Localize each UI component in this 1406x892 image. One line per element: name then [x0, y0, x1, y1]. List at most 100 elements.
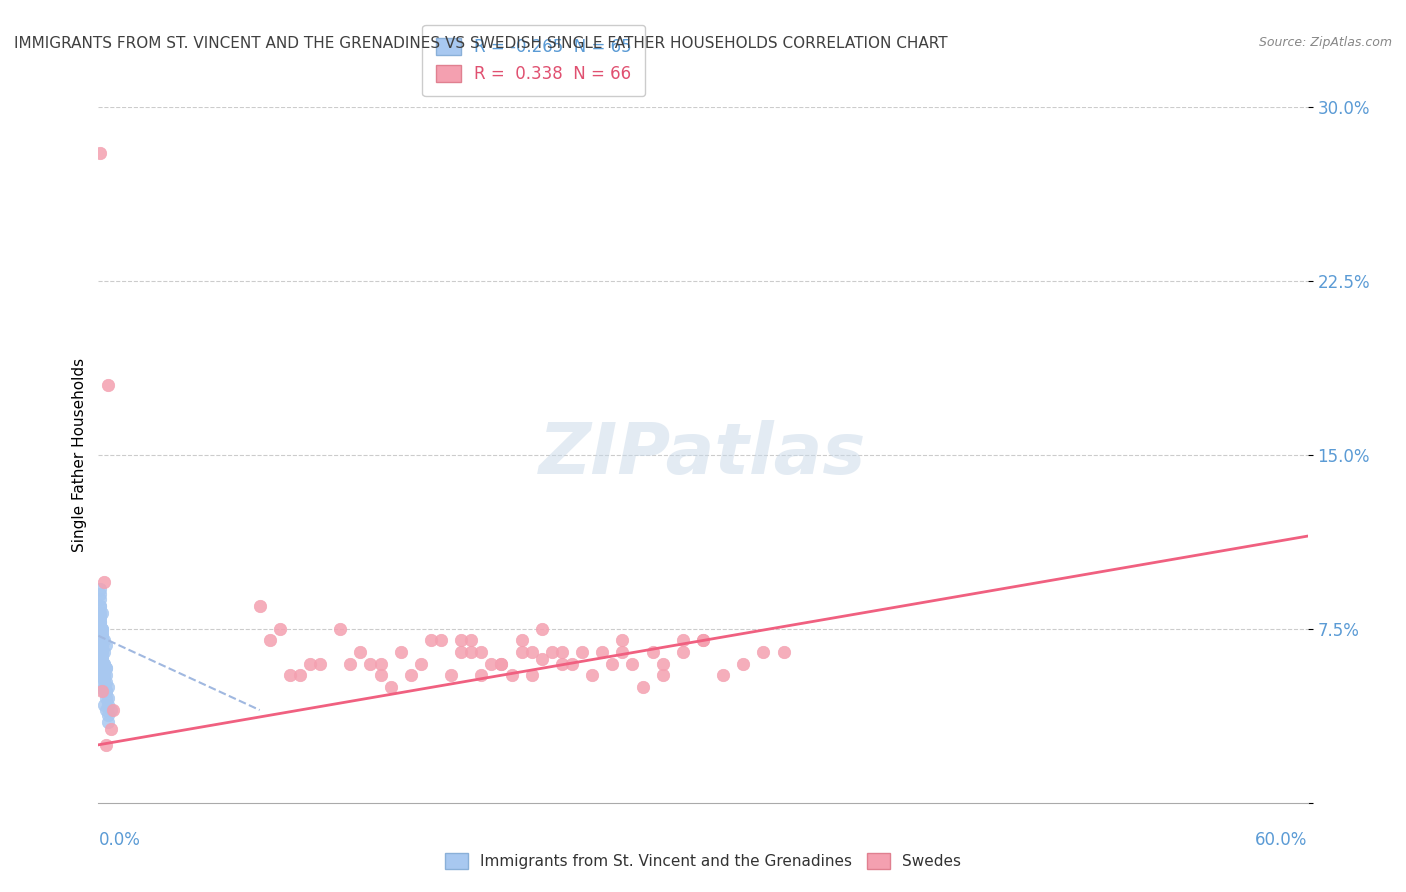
Point	[460, 633, 482, 648]
Point	[96, 684, 118, 698]
Text: 60.0%: 60.0%	[1256, 830, 1308, 848]
Point	[89, 615, 111, 629]
Point	[96, 703, 118, 717]
Point	[621, 657, 644, 671]
Point	[97, 691, 120, 706]
Point	[612, 645, 634, 659]
Point	[470, 668, 492, 682]
Text: 0.0%: 0.0%	[98, 830, 141, 848]
Point	[97, 707, 120, 722]
Point	[460, 645, 482, 659]
Point	[419, 633, 441, 648]
Point	[91, 661, 114, 675]
Point	[89, 587, 111, 601]
Point	[370, 668, 392, 682]
Point	[672, 645, 695, 659]
Point	[651, 668, 673, 682]
Point	[96, 738, 118, 752]
Point	[89, 146, 111, 161]
Point	[97, 378, 120, 392]
Point	[581, 668, 603, 682]
Point	[89, 591, 111, 606]
Point	[89, 610, 111, 624]
Point	[631, 680, 654, 694]
Point	[430, 633, 453, 648]
Point	[101, 703, 124, 717]
Point	[91, 652, 114, 666]
Point	[600, 657, 623, 671]
Point	[91, 633, 114, 648]
Point	[89, 599, 111, 613]
Point	[96, 661, 118, 675]
Point	[91, 626, 114, 640]
Point	[612, 633, 634, 648]
Point	[91, 649, 114, 664]
Point	[91, 657, 114, 671]
Point	[349, 645, 371, 659]
Point	[97, 680, 120, 694]
Text: IMMIGRANTS FROM ST. VINCENT AND THE GRENADINES VS SWEDISH SINGLE FATHER HOUSEHOL: IMMIGRANTS FROM ST. VINCENT AND THE GREN…	[14, 36, 948, 51]
Point	[288, 668, 311, 682]
Legend: Immigrants from St. Vincent and the Grenadines, Swedes: Immigrants from St. Vincent and the Gren…	[439, 847, 967, 875]
Point	[510, 633, 533, 648]
Point	[91, 629, 114, 643]
Point	[540, 645, 562, 659]
Point	[481, 657, 503, 671]
Point	[370, 657, 392, 671]
Point	[530, 622, 553, 636]
Point	[91, 684, 114, 698]
Point	[259, 633, 281, 648]
Point	[91, 633, 114, 648]
Point	[692, 633, 714, 648]
Point	[89, 645, 111, 659]
Point	[100, 703, 122, 717]
Point	[91, 657, 114, 671]
Point	[530, 652, 553, 666]
Point	[93, 668, 115, 682]
Point	[551, 657, 574, 671]
Point	[93, 680, 115, 694]
Point	[510, 645, 533, 659]
Point	[278, 668, 301, 682]
Point	[269, 622, 291, 636]
Point	[329, 622, 352, 636]
Point	[339, 657, 361, 671]
Text: Source: ZipAtlas.com: Source: ZipAtlas.com	[1258, 36, 1392, 49]
Point	[520, 645, 543, 659]
Point	[89, 638, 111, 652]
Point	[89, 619, 111, 633]
Point	[93, 668, 115, 682]
Point	[93, 633, 115, 648]
Point	[93, 657, 115, 671]
Point	[100, 722, 122, 736]
Point	[93, 698, 115, 713]
Point	[501, 668, 523, 682]
Point	[93, 675, 115, 690]
Point	[91, 642, 114, 657]
Point	[91, 629, 114, 643]
Point	[93, 661, 115, 675]
Point	[96, 661, 118, 675]
Text: ZIPatlas: ZIPatlas	[540, 420, 866, 490]
Point	[91, 638, 114, 652]
Point	[96, 691, 118, 706]
Point	[571, 645, 593, 659]
Point	[360, 657, 382, 671]
Point	[561, 657, 583, 671]
Point	[89, 629, 111, 643]
Point	[733, 657, 755, 671]
Point	[551, 645, 574, 659]
Point	[380, 680, 402, 694]
Point	[89, 622, 111, 636]
Point	[89, 582, 111, 597]
Point	[89, 599, 111, 613]
Point	[93, 673, 115, 687]
Point	[89, 645, 111, 659]
Point	[389, 645, 412, 659]
Point	[96, 638, 118, 652]
Point	[651, 657, 673, 671]
Point	[470, 645, 492, 659]
Point	[641, 645, 664, 659]
Point	[93, 657, 115, 671]
Point	[91, 622, 114, 636]
